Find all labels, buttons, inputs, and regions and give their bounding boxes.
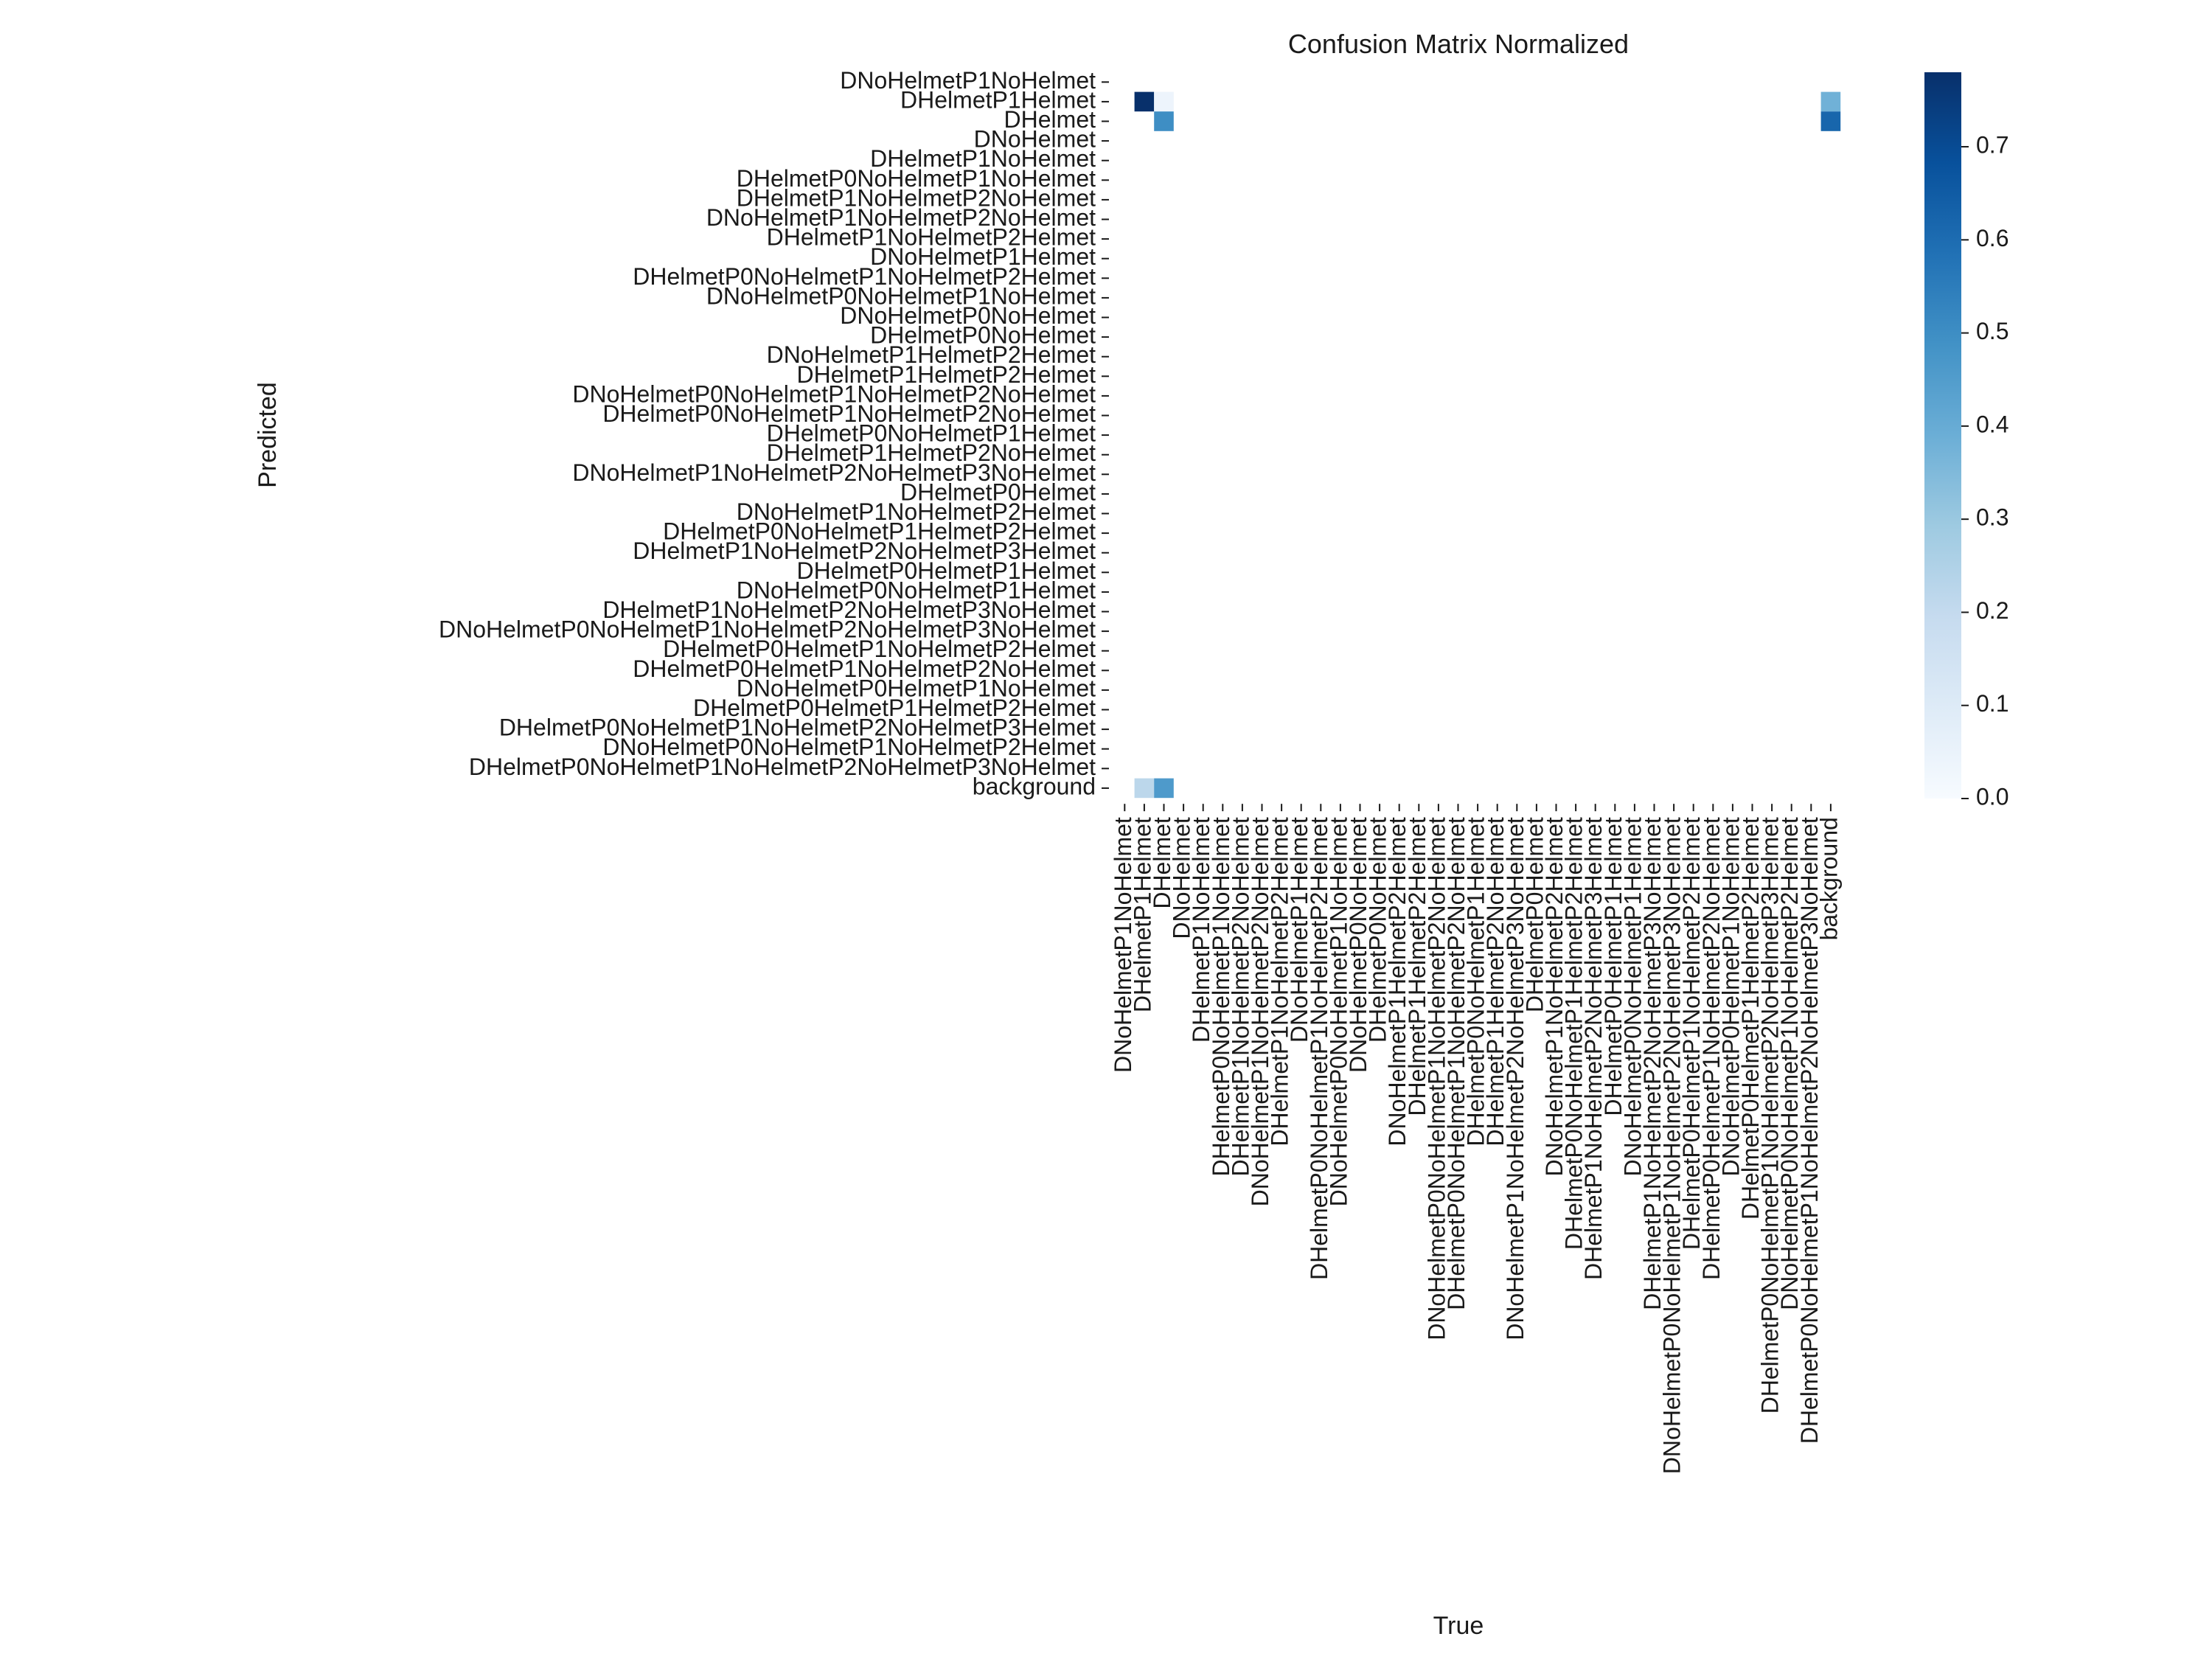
x-tick-label: DHelmetP0NoHelmetP1NoHelmetP2Helmet (1306, 817, 1332, 1280)
x-tick-label: DHelmetP0HelmetP1Helmet (1600, 817, 1627, 1116)
y-tick-label: DHelmetP0NoHelmetP1Helmet (767, 420, 1096, 447)
heatmap-cell (1154, 111, 1174, 131)
y-tick-label: DNoHelmetP0NoHelmetP1NoHelmetP2Helmet (602, 734, 1096, 760)
y-tick-label: DNoHelmetP0NoHelmetP1NoHelmetP2NoHelmetP… (439, 616, 1096, 643)
x-tick-label: DHelmetP0HelmetP1NoHelmetP2Helmet (1678, 817, 1705, 1250)
y-tick-label: DHelmetP0HelmetP1NoHelmetP2Helmet (663, 636, 1096, 662)
colorbar-tick-label: 0.4 (1976, 411, 2008, 437)
colorbar-tick-label: 0.0 (1976, 783, 2008, 810)
y-tick-label: DNoHelmetP0NoHelmetP1Helmet (737, 577, 1096, 603)
colorbar-tick-label: 0.5 (1976, 318, 2008, 344)
x-tick-label: DNoHelmetP1NoHelmetP2Helmet (1541, 817, 1568, 1176)
x-tick-label: DHelmetP0NoHelmetP1NoHelmet (1208, 817, 1234, 1176)
y-tick-label: DNoHelmetP0NoHelmetP1NoHelmet (706, 282, 1096, 309)
y-tick-label: DHelmetP1HelmetP2Helmet (797, 361, 1096, 388)
y-tick-label: DNoHelmetP0NoHelmet (840, 302, 1096, 329)
y-tick-label: DNoHelmetP1NoHelmetP2Helmet (737, 498, 1096, 525)
colorbar-tick-label: 0.2 (1976, 597, 2008, 624)
y-tick-label: DHelmetP0NoHelmet (870, 322, 1096, 349)
x-tick-label: DHelmetP1HelmetP2Helmet (1404, 817, 1430, 1116)
x-tick-label: DNoHelmetP1NoHelmetP2NoHelmetP3NoHelmet (1502, 817, 1528, 1340)
y-tick-label: DHelmetP0NoHelmetP1NoHelmetP2NoHelmetP3H… (499, 714, 1096, 741)
colorbar-gradient (1924, 72, 1961, 799)
x-tick-label: DNoHelmetP0NoHelmetP1NoHelmetP2NoHelmetP… (1659, 817, 1686, 1474)
y-tick-label: DHelmetP0HelmetP1NoHelmetP2NoHelmet (633, 655, 1096, 682)
heatmap-cell (1154, 778, 1174, 799)
heatmap-cell (1134, 778, 1155, 799)
y-tick-label: DHelmetP0NoHelmetP1NoHelmetP2NoHelmet (602, 400, 1096, 427)
x-tick-label: DHelmetP1Helmet (1129, 817, 1155, 1012)
x-tick-labels: DNoHelmetP1NoHelmetDHelmetP1HelmetDHelme… (1110, 804, 1842, 1474)
y-tick-label: DHelmet (1004, 106, 1096, 133)
y-axis-label: Predicted (254, 382, 282, 488)
x-tick-label: DHelmetP1NoHelmetP2NoHelmet (1227, 817, 1253, 1176)
y-tick-label: DHelmetP0NoHelmetP1NoHelmet (737, 165, 1096, 192)
y-tick-label: DHelmetP1NoHelmetP2NoHelmet (737, 184, 1096, 211)
x-tick-label: DNoHelmetP1NoHelmetP2NoHelmet (1247, 817, 1273, 1206)
heatmap-cells (1134, 91, 1841, 799)
y-tick-label: DNoHelmetP1NoHelmetP2NoHelmet (706, 204, 1096, 231)
x-tick-label: DHelmetP0HelmetP1HelmetP2Helmet (1737, 817, 1764, 1220)
y-tick-label: DHelmetP1NoHelmet (870, 145, 1096, 172)
y-tick-label: DHelmetP1HelmetP2NoHelmet (767, 439, 1096, 466)
x-tick-label: DNoHelmetP1HelmetP2Helmet (1384, 817, 1411, 1146)
y-tick-labels: DNoHelmetP1NoHelmetDHelmetP1HelmetDHelme… (439, 67, 1109, 799)
y-tick-label: DNoHelmetP0NoHelmetP1NoHelmetP2NoHelmet (572, 380, 1096, 407)
colorbar-tick-label: 0.3 (1976, 504, 2008, 531)
y-tick-label: DNoHelmetP1NoHelmet (840, 67, 1096, 94)
x-tick-label: DHelmetP0HelmetP1NoHelmetP2NoHelmet (1698, 817, 1725, 1280)
y-tick-label: DHelmetP0HelmetP1HelmetP2Helmet (693, 695, 1096, 721)
x-tick-label: DNoHelmetP1Helmet (1286, 817, 1312, 1043)
colorbar-tick-label: 0.6 (1976, 225, 2008, 251)
y-tick-label: DNoHelmetP1HelmetP2Helmet (767, 341, 1096, 368)
heatmap-cell (1154, 91, 1174, 112)
x-tick-label: DNoHelmetP0NoHelmetP1NoHelmetP2NoHelmet (1423, 817, 1450, 1340)
x-tick-label: DHelmetP0NoHelmetP1NoHelmetP2NoHelmetP3N… (1796, 817, 1823, 1444)
x-tick-label: DNoHelmet (1169, 817, 1195, 939)
x-tick-label: DHelmetP0NoHelmetP1NoHelmetP2NoHelmet (1443, 817, 1470, 1310)
x-tick-label: DNoHelmetP0HelmetP1NoHelmet (1717, 817, 1744, 1176)
x-tick-label: DHelmetP0NoHelmet (1365, 817, 1391, 1043)
y-tick-label: DNoHelmetP1Helmet (870, 243, 1096, 270)
heatmap-cell (1820, 91, 1841, 112)
x-tick-label: DHelmetP1NoHelmetP2NoHelmetP3Helmet (1580, 817, 1607, 1280)
y-tick-label: DHelmetP1NoHelmetP2Helmet (767, 224, 1096, 251)
heatmap-cell (1820, 111, 1841, 131)
x-tick-label: DNoHelmetP0NoHelmetP1Helmet (1619, 817, 1646, 1176)
x-tick-label: DHelmetP0NoHelmetP1Helmet (1463, 817, 1489, 1146)
y-tick-label: DNoHelmetP0HelmetP1NoHelmet (737, 675, 1096, 701)
colorbar: 0.0 0.1 0.2 0.3 0.4 0.5 0.6 0.7 (1924, 72, 2008, 810)
x-tick-label: DHelmetP1NoHelmetP2Helmet (1267, 817, 1293, 1146)
y-tick-label: DHelmetP0NoHelmetP1NoHelmetP2NoHelmetP3N… (469, 754, 1096, 780)
x-tick-label: DHelmet (1149, 817, 1175, 909)
x-tick-label: DNoHelmetP0NoHelmetP1NoHelmetP2Helmet (1776, 817, 1803, 1310)
x-tick-label: DNoHelmetP0NoHelmetP1NoHelmet (1325, 817, 1352, 1206)
x-tick-label: DNoHelmetP0NoHelmet (1345, 817, 1371, 1073)
x-tick-label: background (1815, 817, 1842, 940)
x-tick-label: DHelmetP0NoHelmetP1NoHelmetP2NoHelmetP3H… (1757, 817, 1784, 1413)
y-tick-label: DNoHelmetP1NoHelmetP2NoHelmetP3NoHelmet (572, 459, 1096, 486)
y-tick-label: background (973, 773, 1096, 799)
y-tick-label: DNoHelmet (974, 126, 1096, 153)
x-axis-label: True (1433, 1612, 1484, 1640)
x-tick-label: DHelmetP0NoHelmetP1HelmetP2Helmet (1561, 817, 1587, 1250)
x-tick-label: DHelmetP1NoHelmetP2NoHelmetP3NoHelmet (1639, 817, 1666, 1310)
colorbar-tick-label: 0.7 (1976, 131, 2008, 158)
y-tick-label: DHelmetP0Helmet (900, 479, 1096, 505)
x-tick-label: DHelmetP1NoHelmet (1188, 817, 1214, 1043)
chart-title: Confusion Matrix Normalized (1288, 29, 1629, 59)
x-tick-label: DHelmetP1HelmetP2NoHelmet (1482, 817, 1509, 1146)
colorbar-tick-label: 0.1 (1976, 690, 2008, 717)
x-tick-label: DNoHelmetP1NoHelmet (1110, 817, 1136, 1073)
heatmap-cell (1134, 91, 1155, 112)
y-tick-label: DHelmetP0NoHelmetP1HelmetP2Helmet (663, 518, 1096, 545)
y-tick-label: DHelmetP0NoHelmetP1NoHelmetP2Helmet (633, 263, 1096, 290)
y-tick-label: DHelmetP1NoHelmetP2NoHelmetP3NoHelmet (602, 597, 1096, 623)
y-tick-label: DHelmetP1NoHelmetP2NoHelmetP3Helmet (633, 538, 1096, 564)
x-tick-label: DHelmetP0Helmet (1521, 817, 1548, 1012)
y-tick-label: DHelmetP0HelmetP1Helmet (797, 557, 1096, 584)
y-tick-label: DHelmetP1Helmet (900, 86, 1096, 113)
